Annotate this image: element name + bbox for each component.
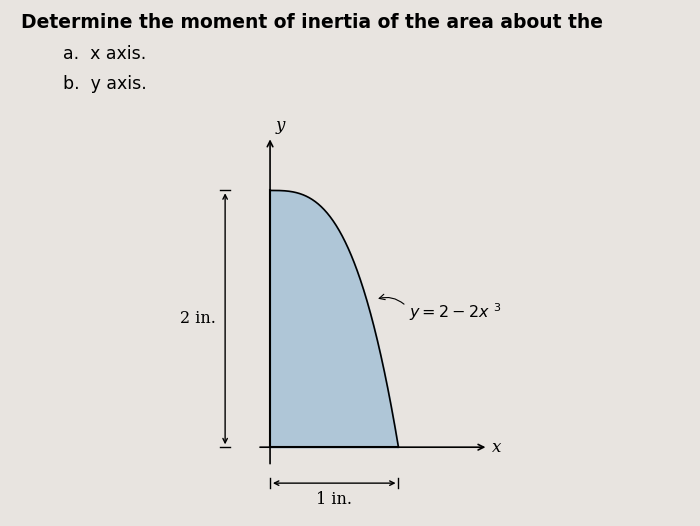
Text: $y = 2-2x\ ^3$: $y = 2-2x\ ^3$ [409, 301, 501, 323]
Text: Determine the moment of inertia of the area about the: Determine the moment of inertia of the a… [21, 13, 603, 32]
Text: b.  y axis.: b. y axis. [63, 75, 147, 93]
Text: 2 in.: 2 in. [181, 310, 216, 327]
Text: y: y [275, 117, 285, 134]
Text: 1 in.: 1 in. [316, 491, 352, 508]
Text: a.  x axis.: a. x axis. [63, 45, 146, 63]
Text: x: x [492, 439, 501, 456]
